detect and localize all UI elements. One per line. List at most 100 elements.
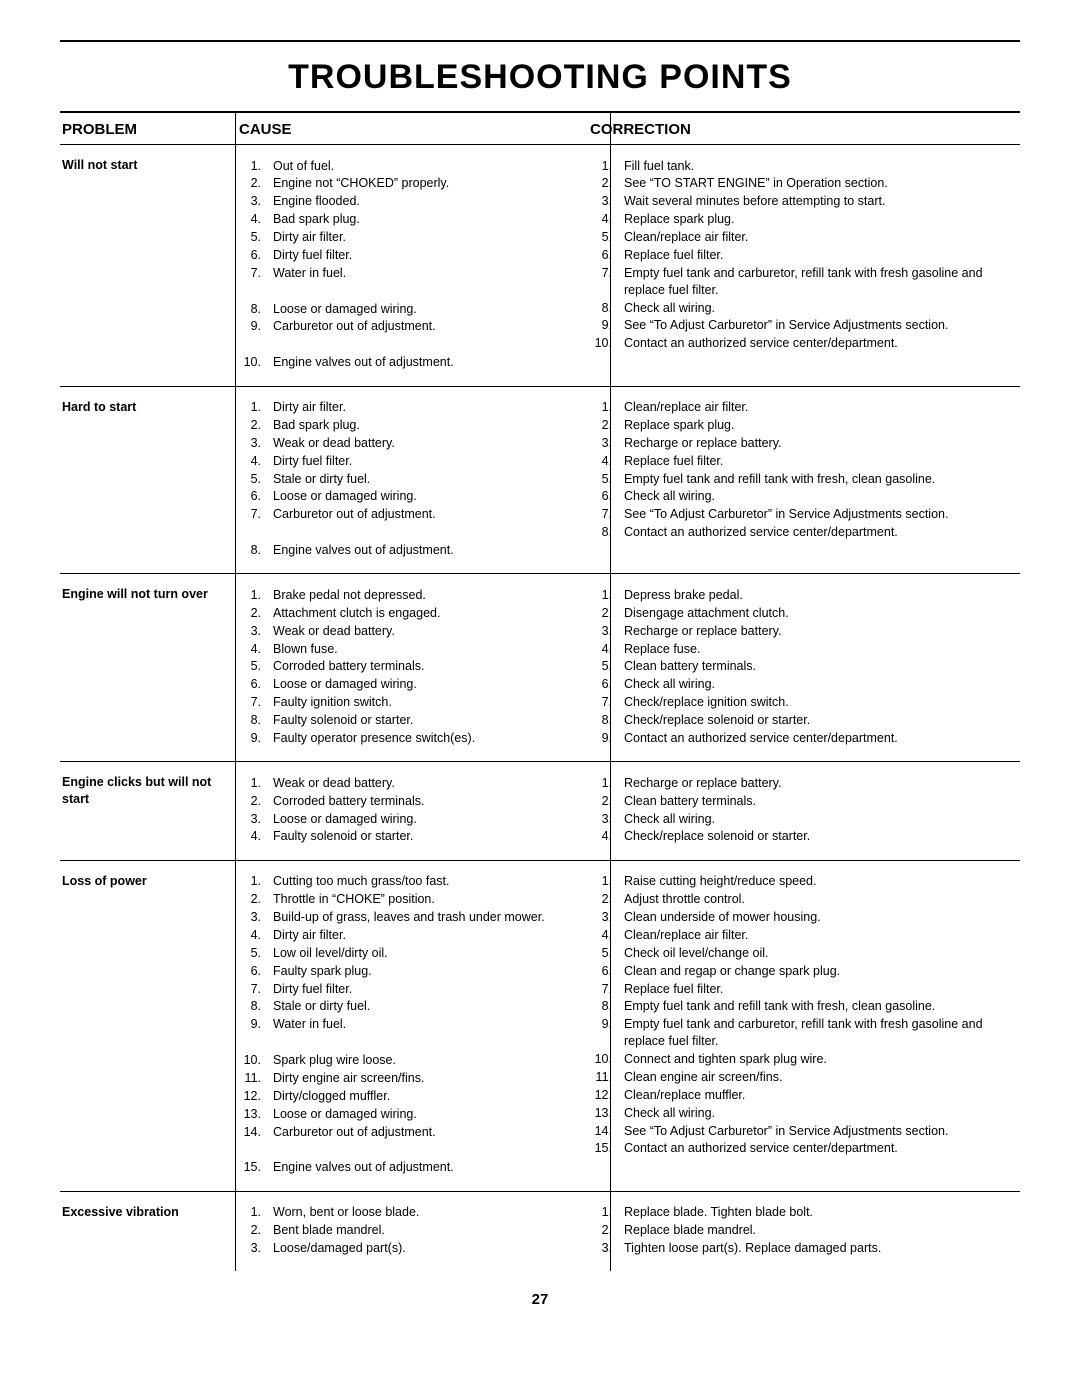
- list-item: 4.Replace fuse.: [590, 640, 1020, 658]
- list-item: 5.Corroded battery terminals.: [239, 658, 570, 676]
- list-item: 8.Empty fuel tank and refill tank with f…: [590, 998, 1020, 1016]
- list-item: 6.Check all wiring.: [590, 676, 1020, 694]
- list-item: 6.Loose or damaged wiring.: [239, 676, 570, 694]
- table-row: Excessive vibration1.Worn, bent or loose…: [60, 1192, 1020, 1272]
- list-item: 1.Recharge or replace battery.: [590, 774, 1020, 792]
- list-item: 14.See “To Adjust Carburetor” in Service…: [590, 1122, 1020, 1140]
- page-number: 27: [60, 1291, 1020, 1308]
- table-row: Loss of power1.Cutting too much grass/to…: [60, 861, 1020, 1192]
- list-item: 13.Check all wiring.: [590, 1104, 1020, 1122]
- problem-label: Engine clicks but will not start: [62, 774, 235, 808]
- list-item: 10.Contact an authorized service center/…: [590, 335, 1020, 353]
- list-item: 2.Adjust throttle control.: [590, 891, 1020, 909]
- list-item: 2.Bent blade mandrel.: [239, 1222, 570, 1240]
- list-item: 8.Contact an authorized service center/d…: [590, 524, 1020, 542]
- list-item: 4.Blown fuse.: [239, 640, 570, 658]
- list-item: 1.Raise cutting height/reduce speed.: [590, 873, 1020, 891]
- list-item: 1.Replace blade. Tighten blade bolt.: [590, 1204, 1020, 1222]
- list-item: 1.Out of fuel.: [239, 157, 570, 175]
- list-item: 5.Low oil level/dirty oil.: [239, 944, 570, 962]
- list-item: 3.Recharge or replace battery.: [590, 434, 1020, 452]
- table-row: Engine will not turn over1.Brake pedal n…: [60, 574, 1020, 762]
- list-item: 7.Dirty fuel filter.: [239, 980, 570, 998]
- list-item: 8.Stale or dirty fuel.: [239, 998, 570, 1016]
- list-item: 4.Bad spark plug.: [239, 211, 570, 229]
- list-item: 9.Carburetor out of adjustment.: [239, 318, 570, 336]
- list-item: 2.Attachment clutch is engaged.: [239, 604, 570, 622]
- vline-left: [235, 113, 236, 144]
- problem-label: Will not start: [62, 157, 235, 174]
- cause-list: 1.Cutting too much grass/too fast.2.Thro…: [235, 873, 570, 1177]
- list-item: 3.Build-up of grass, leaves and trash un…: [239, 909, 570, 927]
- cause-list: 1.Dirty air filter.2.Bad spark plug.3.We…: [235, 399, 570, 560]
- list-item: 7.Carburetor out of adjustment.: [239, 506, 570, 524]
- list-item: 2.Replace blade mandrel.: [590, 1222, 1020, 1240]
- troubleshooting-table: Will not start1.Out of fuel.2.Engine not…: [60, 145, 1020, 1271]
- list-item: 13.Loose or damaged wiring.: [239, 1105, 570, 1123]
- list-item: 6.Faulty spark plug.: [239, 962, 570, 980]
- list-item: 8.Check/replace solenoid or starter.: [590, 712, 1020, 730]
- list-item: 2.Replace spark plug.: [590, 416, 1020, 434]
- list-item: 7.Water in fuel.: [239, 264, 570, 282]
- problem-label: Hard to start: [62, 399, 235, 416]
- problem-label: Engine will not turn over: [62, 586, 235, 603]
- table-row: Hard to start1.Dirty air filter.2.Bad sp…: [60, 387, 1020, 575]
- list-item: 4.Check/replace solenoid or starter.: [590, 828, 1020, 846]
- list-item: 8.Faulty solenoid or starter.: [239, 712, 570, 730]
- list-item: 12.Dirty/clogged muffler.: [239, 1087, 570, 1105]
- list-item: 4.Dirty fuel filter.: [239, 452, 570, 470]
- list-item: 1.Brake pedal not depressed.: [239, 586, 570, 604]
- list-item: 3.Check all wiring.: [590, 810, 1020, 828]
- correction-list: 1.Clean/replace air filter.2.Replace spa…: [570, 399, 1020, 560]
- table-row: Will not start1.Out of fuel.2.Engine not…: [60, 145, 1020, 387]
- list-item: 3.Weak or dead battery.: [239, 434, 570, 452]
- list-item: 9.See “To Adjust Carburetor” in Service …: [590, 317, 1020, 335]
- list-item: 6.Dirty fuel filter.: [239, 246, 570, 264]
- list-item: 1.Worn, bent or loose blade.: [239, 1204, 570, 1222]
- list-item: 6.Replace fuel filter.: [590, 246, 1020, 264]
- list-item: 7.See “To Adjust Carburetor” in Service …: [590, 506, 1020, 524]
- list-item: 2.Corroded battery terminals.: [239, 792, 570, 810]
- list-item: 4.Replace fuel filter.: [590, 452, 1020, 470]
- header-cause: CAUSE: [235, 121, 570, 138]
- list-item: 2.Disengage attachment clutch.: [590, 604, 1020, 622]
- list-item: 11.Clean engine air screen/fins.: [590, 1068, 1020, 1086]
- list-item: 3.Loose or damaged wiring.: [239, 810, 570, 828]
- cause-list: 1.Worn, bent or loose blade.2.Bent blade…: [235, 1204, 570, 1258]
- list-item: 2.Engine not “CHOKED” properly.: [239, 175, 570, 193]
- vline-right: [610, 113, 611, 144]
- list-item: 5.Clean/replace air filter.: [590, 229, 1020, 247]
- list-item: 1.Clean/replace air filter.: [590, 399, 1020, 417]
- list-item: 3.Engine flooded.: [239, 193, 570, 211]
- list-item: 3.Loose/damaged part(s).: [239, 1239, 570, 1257]
- list-item: 8.Engine valves out of adjustment.: [239, 542, 570, 560]
- cause-list: 1.Out of fuel.2.Engine not “CHOKED” prop…: [235, 157, 570, 372]
- list-item: 1.Cutting too much grass/too fast.: [239, 873, 570, 891]
- list-item: 2.Clean battery terminals.: [590, 792, 1020, 810]
- cause-list: 1.Brake pedal not depressed.2.Attachment…: [235, 586, 570, 747]
- list-item: 7.Check/replace ignition switch.: [590, 694, 1020, 712]
- list-item: 5.Empty fuel tank and refill tank with f…: [590, 470, 1020, 488]
- list-item: 7.Replace fuel filter.: [590, 980, 1020, 998]
- problem-label: Loss of power: [62, 873, 235, 890]
- list-item: 8.Check all wiring.: [590, 299, 1020, 317]
- list-item: 6.Clean and regap or change spark plug.: [590, 962, 1020, 980]
- list-item: 3.Wait several minutes before attempting…: [590, 193, 1020, 211]
- list-item: 3.Recharge or replace battery.: [590, 622, 1020, 640]
- list-item: 3.Weak or dead battery.: [239, 622, 570, 640]
- cause-list: 1.Weak or dead battery.2.Corroded batter…: [235, 774, 570, 846]
- page-title: TROUBLESHOOTING POINTS: [60, 42, 1020, 111]
- list-item: 11.Dirty engine air screen/fins.: [239, 1069, 570, 1087]
- list-item: 5.Clean battery terminals.: [590, 658, 1020, 676]
- list-item: 14.Carburetor out of adjustment.: [239, 1123, 570, 1141]
- list-item: 1.Weak or dead battery.: [239, 774, 570, 792]
- list-item: 4.Clean/replace air filter.: [590, 926, 1020, 944]
- list-item: 1.Depress brake pedal.: [590, 586, 1020, 604]
- list-item: 2.Throttle in “CHOKE” position.: [239, 891, 570, 909]
- list-item: 9.Water in fuel.: [239, 1016, 570, 1034]
- correction-list: 1.Fill fuel tank.2.See “TO START ENGINE”…: [570, 157, 1020, 372]
- correction-list: 1.Depress brake pedal.2.Disengage attach…: [570, 586, 1020, 747]
- list-item: 7.Faulty ignition switch.: [239, 694, 570, 712]
- list-item: 4.Faulty solenoid or starter.: [239, 828, 570, 846]
- list-item: 1.Dirty air filter.: [239, 399, 570, 417]
